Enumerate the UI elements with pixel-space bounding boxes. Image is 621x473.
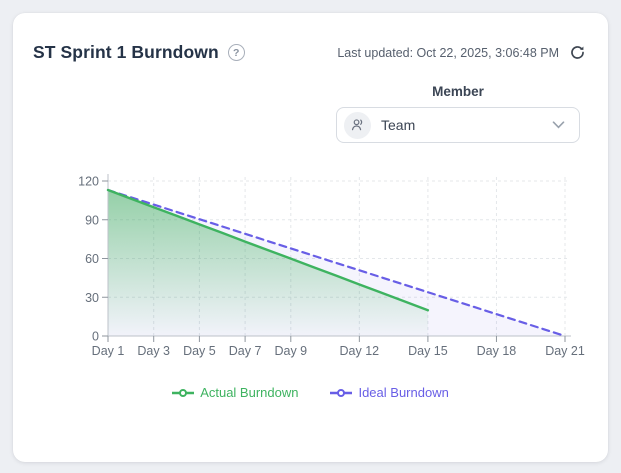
- svg-text:Day 1: Day 1: [92, 344, 125, 358]
- refresh-icon[interactable]: [569, 44, 586, 61]
- ideal-burndown-marker-icon: [330, 388, 353, 397]
- page-title: ST Sprint 1 Burndown: [33, 42, 219, 62]
- member-label: Member: [432, 84, 484, 99]
- svg-text:Day 5: Day 5: [183, 344, 216, 358]
- card-header: ST Sprint 1 Burndown ? Last updated: Oct…: [13, 13, 608, 63]
- svg-text:Day 21: Day 21: [545, 344, 585, 358]
- svg-text:60: 60: [85, 252, 99, 266]
- member-filter: Member Team: [336, 84, 580, 143]
- svg-text:Day 3: Day 3: [137, 344, 170, 358]
- svg-text:Day 18: Day 18: [477, 344, 517, 358]
- svg-text:120: 120: [78, 175, 99, 189]
- legend-actual-label: Actual Burndown: [200, 385, 299, 400]
- burndown-chart: 0 30 60 90 120 Day 1 Day 3 Day 5 Day 7 Day 9 Day 1…: [78, 174, 585, 358]
- legend-ideal-label: Ideal Burndown: [358, 385, 449, 400]
- team-icon: [344, 111, 371, 139]
- legend-actual-burndown[interactable]: Actual Burndown: [172, 385, 298, 400]
- svg-text:0: 0: [92, 330, 99, 344]
- chevron-down-icon: [552, 121, 565, 129]
- burndown-card: ST Sprint 1 Burndown ? Last updated: Oct…: [13, 13, 608, 462]
- svg-text:Day 15: Day 15: [408, 344, 448, 358]
- chart-legend: Actual Burndown Ideal Burndown: [13, 385, 608, 400]
- help-icon[interactable]: ?: [227, 44, 245, 61]
- svg-text:Day 12: Day 12: [340, 344, 380, 358]
- legend-ideal-burndown[interactable]: Ideal Burndown: [330, 385, 449, 400]
- member-dropdown-value: Team: [381, 117, 416, 133]
- actual-burndown-marker-icon: [172, 388, 195, 397]
- svg-text:30: 30: [85, 291, 99, 305]
- svg-text:90: 90: [85, 213, 99, 227]
- svg-text:Day 7: Day 7: [229, 344, 262, 358]
- last-updated-text: Last updated: Oct 22, 2025, 3:06:48 PM: [337, 45, 559, 60]
- member-dropdown[interactable]: Team: [336, 107, 580, 143]
- svg-text:Day 9: Day 9: [274, 344, 307, 358]
